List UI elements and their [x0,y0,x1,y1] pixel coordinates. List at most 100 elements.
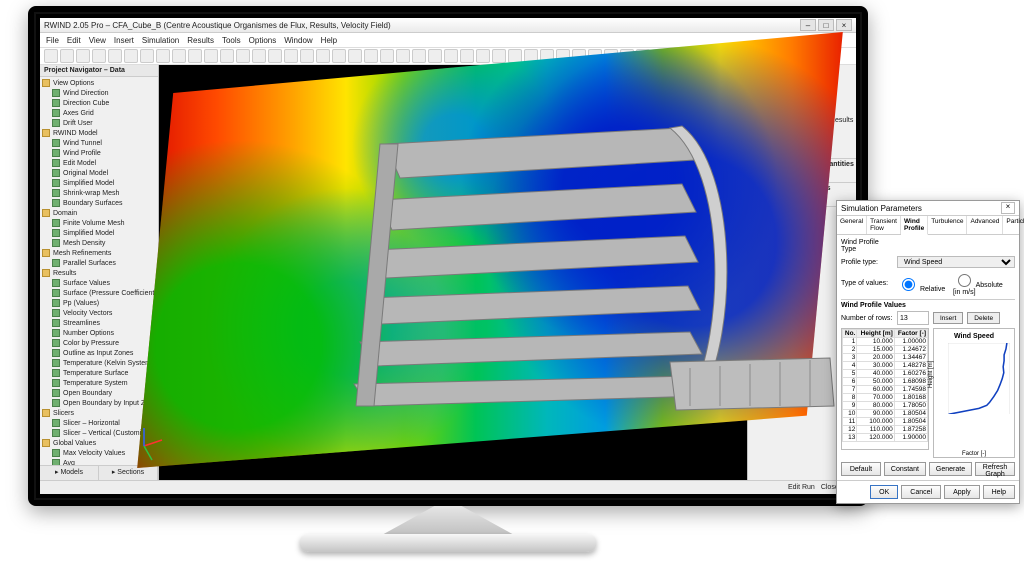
rp-item[interactable]: Surface Quantities → [750,136,854,146]
tree-node[interactable]: Domain [42,209,156,219]
radio-absolute[interactable]: Absolute [in m/s] [953,271,1005,296]
toolbar-icon[interactable] [412,49,426,63]
tree-node[interactable]: Temperature (Kelvin System Zone) [42,359,156,369]
toolbar-icon[interactable] [300,49,314,63]
dialog-tab[interactable]: Advanced [967,216,1003,234]
project-tree[interactable]: View OptionsWind DirectionDirection Cube… [40,77,158,465]
tree-node[interactable]: Mesh Density [42,239,156,249]
tree-node[interactable]: Parallel Surfaces [42,259,156,269]
toolbar-icon[interactable] [156,49,170,63]
tree-node[interactable]: Simplified Model [42,179,156,189]
tree-node[interactable]: Original Model [42,169,156,179]
rp-item[interactable]: Edit Model [750,76,854,86]
tree-node[interactable]: Temperature System [42,379,156,389]
tree-node[interactable]: Max Velocity Values [42,449,156,459]
rp-item[interactable]: Edit Mesh Refinements [750,86,854,96]
toolbar-icon[interactable] [588,49,602,63]
default-button[interactable]: Default [841,462,881,476]
tree-node[interactable]: Slicer – Vertical (Customize in Backgrou… [42,429,156,439]
rp-item[interactable]: Simulation Parameters… [750,106,854,116]
toolbar-icon[interactable] [284,49,298,63]
dialog-tabs[interactable]: GeneralTransient FlowWind ProfileTurbule… [837,216,1019,235]
tree-node[interactable]: Wind Direction [42,89,156,99]
toolbar-icon[interactable] [556,49,570,63]
dialog-tab[interactable]: Wind Profile [901,216,928,235]
toolbar-icon[interactable] [124,49,138,63]
toolbar-icon[interactable] [60,49,74,63]
navigator-tabs[interactable]: ▸ Models▸ Sections [40,465,158,480]
toolbar-icon[interactable] [204,49,218,63]
tree-node[interactable]: Surface Values [42,279,156,289]
menu-options[interactable]: Options [249,36,277,45]
apply-button[interactable]: Apply [944,485,980,499]
menu-simulation[interactable]: Simulation [142,36,179,45]
toolbar-icon[interactable] [396,49,410,63]
wind-profile-table[interactable]: No.Height [m]Factor [-]110.0001.00000215… [841,328,929,450]
dialog-close-button[interactable]: × [1001,202,1015,214]
toolbar-icon[interactable] [220,49,234,63]
num-rows-input[interactable] [897,311,929,325]
menu-edit[interactable]: Edit [67,36,81,45]
toolbar-icon[interactable] [460,49,474,63]
toolbar-icon[interactable] [108,49,122,63]
insert-row-button[interactable]: Insert [933,312,963,324]
delete-row-button[interactable]: Delete [967,312,1000,324]
toolbar-icon[interactable] [572,49,586,63]
toolbar-icon[interactable] [364,49,378,63]
rp-item[interactable]: Flow Quantities → [750,146,854,156]
toolbar-icon[interactable] [476,49,490,63]
toolbar-icon[interactable] [636,49,650,63]
tree-node[interactable]: Shrink-wrap Mesh [42,189,156,199]
tree-node[interactable]: Number Options [42,329,156,339]
rp-flow-opt[interactable]: Velocity [m/s] [750,170,854,180]
tree-node[interactable]: Open Boundary [42,389,156,399]
tree-node[interactable]: Surface (Pressure Coefficient) [42,289,156,299]
toolbar-icon[interactable] [604,49,618,63]
toolbar-icon[interactable] [172,49,186,63]
window-maximize-button[interactable]: □ [818,19,834,31]
toolbar-icon[interactable] [332,49,346,63]
rp-item[interactable]: Update Transient Flow Results [750,116,854,126]
menu-results[interactable]: Results [187,36,214,45]
tree-node[interactable]: Temperature Surface [42,369,156,379]
menu-insert[interactable]: Insert [114,36,134,45]
tree-node[interactable]: Axes Grid [42,109,156,119]
tree-node[interactable]: Finite Volume Mesh [42,219,156,229]
tree-node[interactable]: Drift User [42,119,156,129]
toolbar-icon[interactable] [492,49,506,63]
tree-node[interactable]: Direction Cube [42,99,156,109]
toolbar-icon[interactable] [140,49,154,63]
tree-node[interactable]: Slicer – Horizontal [42,419,156,429]
toolbar-icon[interactable] [620,49,634,63]
window-close-button[interactable]: × [836,19,852,31]
toolbar-icon[interactable] [380,49,394,63]
toolbar-icon[interactable] [44,49,58,63]
tree-node[interactable]: Velocity Vectors [42,309,156,319]
toolbar-icon[interactable] [316,49,330,63]
navigator-tab[interactable]: ▸ Sections [99,466,158,480]
generate-button[interactable]: Generate [929,462,972,476]
tree-node[interactable]: Pp (Values) [42,299,156,309]
menu-view[interactable]: View [89,36,106,45]
toolbar-icon[interactable] [444,49,458,63]
dialog-tab[interactable]: Transient Flow [867,216,901,234]
toolbar-icon[interactable] [348,49,362,63]
tree-node[interactable]: Wind Tunnel [42,139,156,149]
tree-node[interactable]: RWIND Model [42,129,156,139]
tree-node[interactable]: Streamlines [42,319,156,329]
cancel-button[interactable]: Cancel [901,485,941,499]
dialog-tab[interactable]: Turbulence [928,216,967,234]
navigator-tab[interactable]: ▸ Models [40,466,99,480]
toolbar-icon[interactable] [428,49,442,63]
toolbar[interactable] [40,48,856,65]
toolbar-icon[interactable] [236,49,250,63]
menu-bar[interactable]: FileEditViewInsertSimulationResultsTools… [40,33,856,48]
rp-item[interactable]: Delete Results [750,126,854,136]
toolbar-icon[interactable] [92,49,106,63]
tree-node[interactable]: Simplified Model [42,229,156,239]
tree-node[interactable]: Open Boundary by Input Zones [42,399,156,409]
menu-tools[interactable]: Tools [222,36,241,45]
toolbar-icon[interactable] [508,49,522,63]
tree-node[interactable]: Boundary Surfaces [42,199,156,209]
toolbar-icon[interactable] [540,49,554,63]
